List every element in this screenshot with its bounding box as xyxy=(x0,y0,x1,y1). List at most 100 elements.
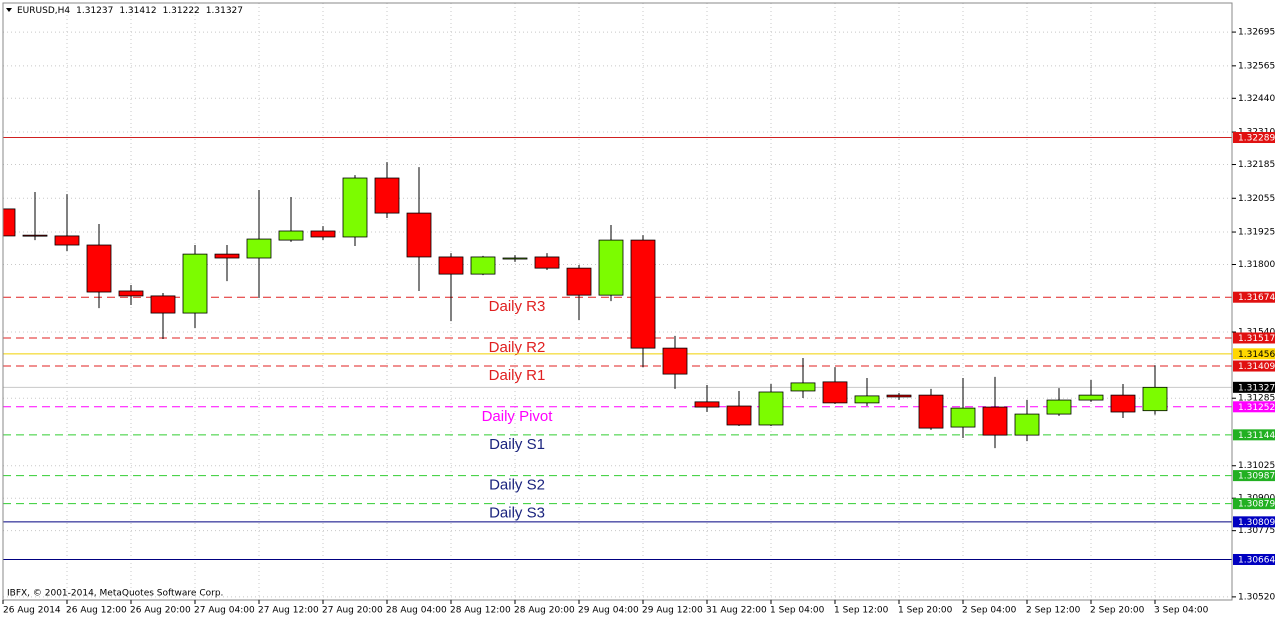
level-label: 1.30987 xyxy=(1238,472,1275,482)
header-open: 1.31237 xyxy=(76,6,113,16)
candle-body xyxy=(758,391,784,426)
candle-body xyxy=(630,239,656,349)
candle-body xyxy=(150,295,176,314)
level-box xyxy=(1233,401,1275,413)
x-tick-label: 3 Sep 04:00 xyxy=(1154,606,1209,616)
candle-body xyxy=(854,395,880,404)
y-tick-label: 1.32440 xyxy=(1238,94,1275,104)
x-tick-label: 26 Aug 20:00 xyxy=(130,606,191,616)
level-name: Daily R1 xyxy=(489,367,546,384)
level-name: Daily S1 xyxy=(489,436,545,453)
candle-body xyxy=(662,347,688,375)
x-tick-label: 2 Sep 04:00 xyxy=(962,606,1017,616)
candle-body xyxy=(1142,386,1168,412)
y-tick-label: 1.31800 xyxy=(1238,260,1275,270)
symbol: EURUSD,H4 xyxy=(17,6,70,16)
x-tick-label: 2 Sep 12:00 xyxy=(1026,606,1081,616)
level-box xyxy=(1233,381,1275,393)
x-tick-label: 28 Aug 04:00 xyxy=(386,606,447,616)
candle-body xyxy=(982,406,1008,436)
candle-body xyxy=(438,256,464,275)
candle-body xyxy=(1110,394,1136,413)
y-tick-label: 1.32185 xyxy=(1238,160,1275,170)
level-label: 1.30664 xyxy=(1238,555,1275,565)
candle-body xyxy=(86,244,112,293)
candle-body xyxy=(54,235,80,246)
header-high: 1.31412 xyxy=(119,6,156,16)
level-label: 1.31409 xyxy=(1238,362,1275,372)
plot-border xyxy=(2,2,1233,601)
candle-body xyxy=(566,267,592,296)
candle-body xyxy=(3,208,16,237)
level-box xyxy=(1233,429,1275,441)
level-name: Daily S3 xyxy=(489,505,545,522)
x-tick-label: 28 Aug 20:00 xyxy=(514,606,575,616)
candle-body xyxy=(790,382,816,392)
x-tick-label: 29 Aug 12:00 xyxy=(642,606,703,616)
level-name: Daily Pivot xyxy=(482,408,554,425)
level-box xyxy=(1233,291,1275,303)
candle-body xyxy=(278,230,304,241)
candle-body xyxy=(822,381,848,404)
y-tick-label: 1.31285 xyxy=(1238,394,1275,404)
x-tick-label: 29 Aug 04:00 xyxy=(578,606,639,616)
y-tick-label: 1.30775 xyxy=(1238,526,1275,536)
candle-body xyxy=(598,239,624,296)
candle-body xyxy=(502,257,528,260)
y-tick-label: 1.32695 xyxy=(1238,28,1275,38)
level-box xyxy=(1233,332,1275,344)
level-label: 1.31674 xyxy=(1238,293,1275,303)
level-box xyxy=(1233,348,1275,360)
x-tick-label: 27 Aug 04:00 xyxy=(194,606,255,616)
candle-body xyxy=(694,401,720,408)
header-low: 1.31222 xyxy=(163,6,200,16)
level-label: 1.31144 xyxy=(1238,431,1275,441)
candle-body xyxy=(1046,399,1072,415)
candle-body xyxy=(22,234,48,237)
candle-body xyxy=(918,394,944,429)
level-label: 1.31327 xyxy=(1238,383,1275,393)
candle-body xyxy=(534,256,560,269)
candle-body xyxy=(470,256,496,275)
levels: Daily R3 Daily R2 Daily R1 Daily Pivot Daily… xyxy=(3,137,1232,560)
y-tick-label: 1.32565 xyxy=(1238,61,1275,71)
candle-body xyxy=(246,238,272,259)
level-label: 1.31252 xyxy=(1238,403,1275,413)
level-label: 1.30879 xyxy=(1238,500,1275,510)
y-tick-label: 1.32055 xyxy=(1238,194,1275,204)
y-tick-label: 1.31025 xyxy=(1238,461,1275,471)
y-tick-label: 1.31925 xyxy=(1238,228,1275,238)
x-tick-label: 27 Aug 20:00 xyxy=(322,606,383,616)
header: EURUSD,H4 1.31237 1.31412 1.31222 1.31327 xyxy=(17,6,243,16)
x-tick-label: 1 Sep 04:00 xyxy=(770,606,825,616)
candle-body xyxy=(214,253,240,259)
grid xyxy=(3,3,1232,600)
level-box xyxy=(1233,553,1275,565)
menu-arrow[interactable] xyxy=(6,8,12,12)
level-label: 1.31517 xyxy=(1238,334,1275,344)
x-tick-label: 27 Aug 12:00 xyxy=(258,606,319,616)
level-name: Daily R3 xyxy=(489,298,546,315)
candle-body xyxy=(1078,394,1104,401)
candles xyxy=(3,162,1168,449)
candle-body xyxy=(182,253,208,314)
x-tick-label: 26 Aug 2014 xyxy=(3,606,61,616)
level-box xyxy=(1233,360,1275,372)
level-name: Daily S2 xyxy=(489,477,545,494)
x-tick-label: 28 Aug 12:00 xyxy=(450,606,511,616)
x-tick-label: 26 Aug 12:00 xyxy=(66,606,127,616)
header-close: 1.31327 xyxy=(206,6,243,16)
level-label: 1.32289 xyxy=(1238,134,1275,144)
x-tick-label: 1 Sep 12:00 xyxy=(834,606,889,616)
candle-body xyxy=(118,290,144,297)
level-box xyxy=(1233,470,1275,482)
level-box xyxy=(1233,132,1275,144)
footer: IBFX, © 2001-2014, MetaQuotes Software C… xyxy=(7,589,223,599)
candle-body xyxy=(950,407,976,428)
level-label: 1.30809 xyxy=(1238,518,1275,528)
candle-body xyxy=(1014,413,1040,436)
level-label: 1.31456 xyxy=(1238,350,1275,360)
x-tick-label: 31 Aug 22:00 xyxy=(706,606,767,616)
y-tick-label: 1.30520 xyxy=(1238,592,1275,602)
